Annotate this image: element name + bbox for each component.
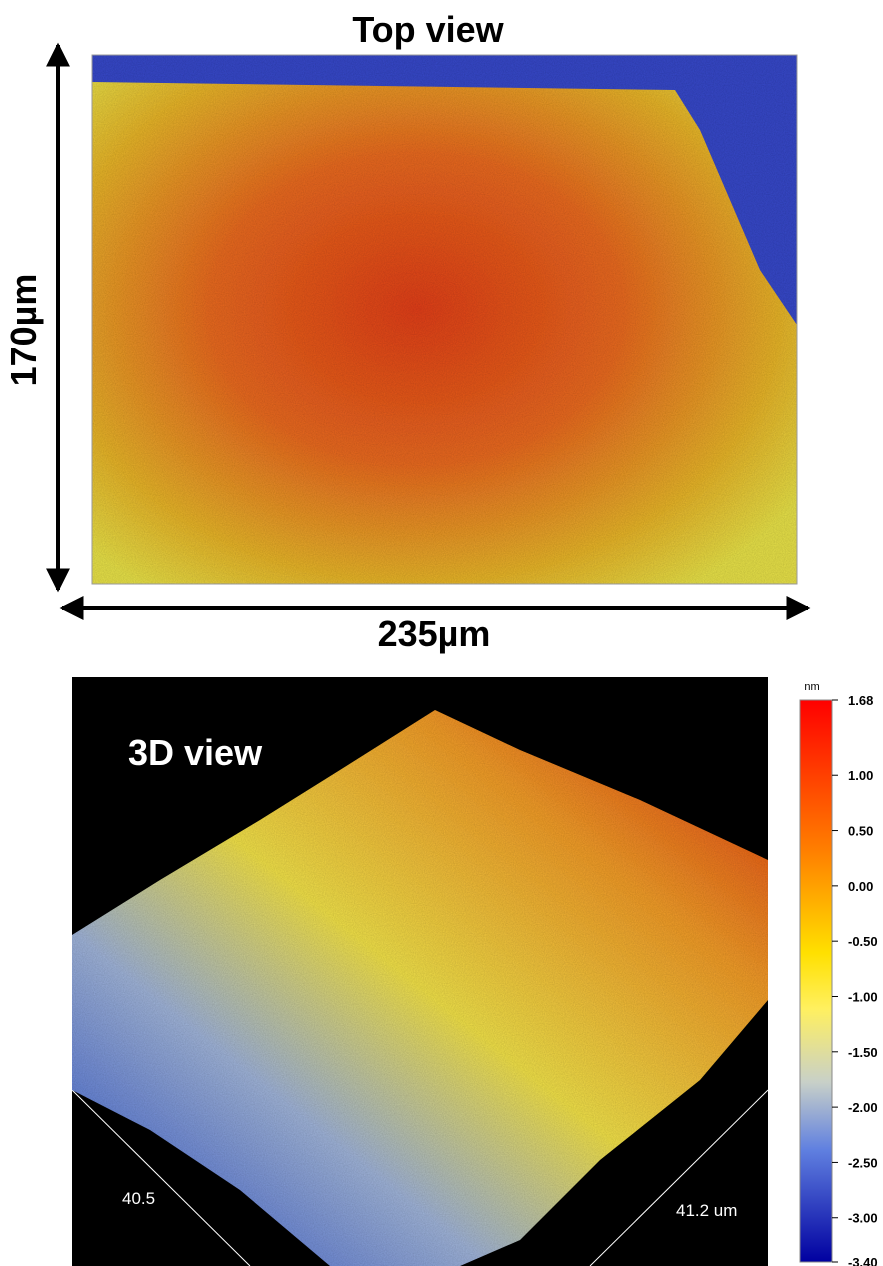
top-view-title: Top view [352,9,504,50]
axis-line [589,1089,769,1266]
colorbar-tick-label: 0.50 [848,824,873,839]
colorbar-tick-label: -1.50 [848,1045,878,1060]
colorbar-tick-label: -0.50 [848,934,878,949]
colorbar-tick-label: -2.50 [848,1155,878,1170]
colorbar [799,699,833,1263]
width-label: 235µm [378,613,491,654]
height-label: 170µm [3,274,44,387]
x-axis-label: 40.5 [122,1189,155,1208]
axis-line [71,1089,251,1266]
top-view-image [92,55,797,584]
colorbar-tick-label: -3.00 [848,1211,878,1226]
colorbar-tick-label: 0.00 [848,879,873,894]
colorbar-tick-label: -1.00 [848,989,878,1004]
surface-3d [72,710,768,1266]
view-3d-title: 3D view [128,732,263,773]
y-axis-label: 41.2 um [676,1201,737,1220]
colorbar-ticks: 1.68 1.00 0.50 0.00 -0.50 -1.00 -1.50 -2.00 -2.5… [832,693,878,1266]
colorbar-tick-label: -2.00 [848,1100,878,1115]
colorbar-unit: nm [804,681,819,693]
top-view-frame [91,54,798,585]
colorbar-tick-label: 1.68 [848,693,873,708]
colorbar-tick-label: 1.00 [848,768,873,783]
colorbar-tick-label: -3.40 [848,1255,878,1266]
